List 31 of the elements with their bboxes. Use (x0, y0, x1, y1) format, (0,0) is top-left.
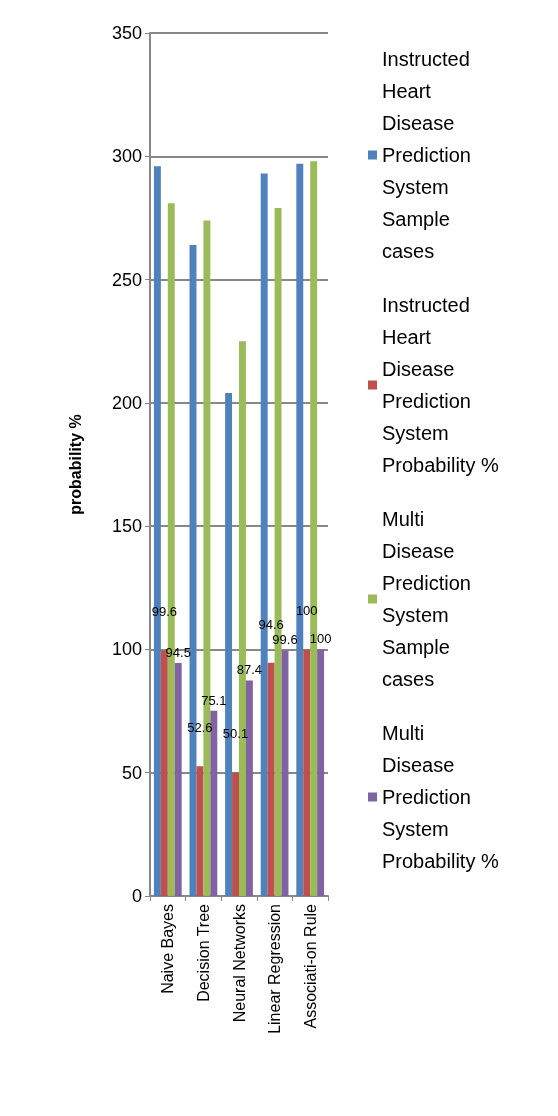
y-tick-label: 100 (111, 639, 142, 660)
bar (174, 662, 182, 896)
data-label: 50.1 (222, 726, 249, 742)
bar (267, 662, 275, 896)
y-tick-label: 150 (111, 516, 142, 537)
bar (160, 650, 168, 896)
legend-label: Instructed Heart Disease Prediction System Sample cases (382, 48, 477, 262)
bar (196, 766, 204, 896)
x-tick-label: Naive Bayes (159, 904, 177, 994)
x-tick-label: Decision Tree (194, 903, 212, 1002)
data-label: 94.6 (258, 616, 284, 632)
y-tick-label: 50 (121, 762, 142, 783)
x-tick-label: Neural Networks (230, 904, 248, 1023)
x-tick-label: Associati-on Rule (301, 903, 319, 1029)
y-axis-title: probability % (66, 414, 84, 515)
bar (232, 772, 239, 896)
y-tick-label: 200 (111, 392, 142, 413)
legend-label: Multi Disease Prediction System Probability % (382, 722, 499, 872)
data-label: 99.6 (151, 604, 177, 620)
y-tick-label: 350 (111, 23, 142, 43)
legend-label: Instructed Heart Disease Prediction System Probability % (382, 294, 499, 476)
bar (303, 649, 311, 896)
data-label: 52.6 (187, 720, 213, 736)
x-tick-label: Linear Regression (266, 904, 284, 1034)
y-tick-label: 0 (131, 886, 142, 906)
y-tick-label: 300 (111, 146, 142, 167)
bar (210, 710, 218, 896)
data-label: 100 (295, 603, 318, 619)
legend-label: Multi Disease Prediction System Sample cases (382, 508, 477, 690)
bar (317, 649, 325, 896)
y-tick-label: 250 (111, 269, 142, 290)
